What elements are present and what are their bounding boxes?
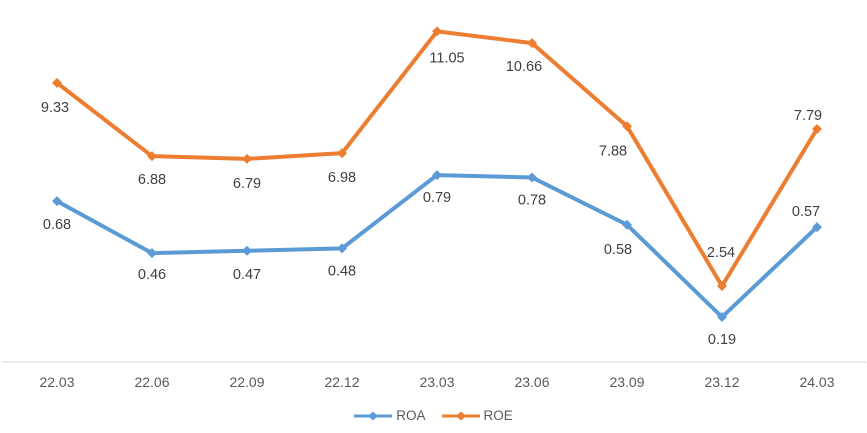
x-tick-label: 24.03 xyxy=(799,374,834,390)
x-tick-label: 23.09 xyxy=(609,374,644,390)
data-label-roe: 9.33 xyxy=(41,100,69,116)
diamond-marker-roe xyxy=(52,77,62,88)
data-label-roa: 0.19 xyxy=(708,332,736,348)
legend-label-roa: ROA xyxy=(396,408,426,423)
diamond-marker-roa xyxy=(717,312,727,323)
diamond-marker-roe xyxy=(717,281,727,292)
x-tick-label: 23.06 xyxy=(514,374,549,390)
diamond-marker-roe xyxy=(147,151,157,162)
data-label-roa: 0.47 xyxy=(233,267,261,283)
x-tick-label: 22.06 xyxy=(134,374,169,390)
data-label-roa: 0.78 xyxy=(518,192,546,208)
data-label-roa: 0.58 xyxy=(604,242,632,258)
diamond-marker-roa xyxy=(432,170,442,181)
diamond-marker-roa xyxy=(812,222,822,233)
roe-line-marker-icon xyxy=(441,411,480,421)
data-label-roe: 7.79 xyxy=(794,108,822,124)
diamond-marker-roa xyxy=(622,219,632,230)
data-label-roe: 6.79 xyxy=(233,176,261,192)
diamond-marker-roe xyxy=(432,26,442,37)
x-tick-label: 22.09 xyxy=(229,374,264,390)
legend-item-roe[interactable]: ROE xyxy=(441,406,513,426)
diamond-marker-roa xyxy=(242,245,252,256)
data-label-roa: 0.79 xyxy=(423,190,451,206)
data-label-roe: 11.05 xyxy=(429,50,464,66)
diamond-marker-roa xyxy=(52,196,62,207)
roa-line-marker-icon xyxy=(354,411,393,421)
data-label-roe: 7.88 xyxy=(599,143,627,159)
diamond-marker-roa xyxy=(337,243,347,254)
data-label-roa: 0.46 xyxy=(138,267,166,283)
diamond-marker-roe xyxy=(242,153,252,164)
x-tick-label: 23.12 xyxy=(704,374,739,390)
diamond-marker-roe xyxy=(622,121,632,132)
series-line-roe xyxy=(55,29,819,289)
plot-area: 22.03 22.06 22.09 22.12 23.03 23.06 23.09 23.12… xyxy=(2,26,866,390)
diamond-marker-roe xyxy=(337,148,347,159)
legend-label-roe: ROE xyxy=(483,408,513,423)
data-label-roa: 0.68 xyxy=(43,217,71,233)
diamond-marker-roa xyxy=(147,248,157,259)
chart-legend: ROA ROE xyxy=(0,406,867,426)
diamond-marker-roa xyxy=(527,172,537,183)
data-label-roe: 2.54 xyxy=(707,245,735,261)
legend-item-roa[interactable]: ROA xyxy=(354,406,426,426)
data-label-roe: 10.66 xyxy=(506,59,542,75)
x-tick-label: 23.03 xyxy=(419,374,454,390)
x-tick-label: 22.03 xyxy=(39,374,74,390)
data-label-roe: 6.98 xyxy=(328,170,356,186)
diamond-marker-roe xyxy=(812,123,822,134)
data-label-roe: 6.88 xyxy=(138,172,166,188)
data-label-roa: 0.57 xyxy=(792,204,820,220)
data-label-roa: 0.48 xyxy=(328,263,356,279)
diamond-marker-roe xyxy=(527,38,537,49)
x-tick-label: 22.12 xyxy=(324,374,359,390)
